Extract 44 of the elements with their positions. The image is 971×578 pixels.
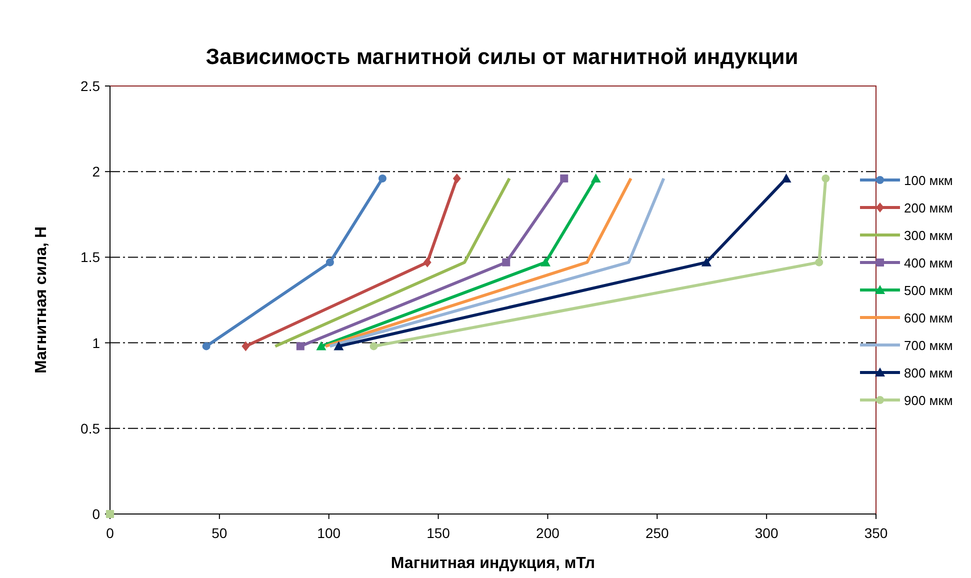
point [202,342,210,350]
x-tick-label: 100 [317,525,341,541]
point [296,342,304,350]
point [326,258,334,266]
y-tick-label: 0 [92,506,100,522]
x-tick-label: 150 [426,525,450,541]
point [242,341,250,352]
x-tick-label: 0 [106,525,114,541]
point [822,174,830,182]
x-axis-title: Магнитная индукция, мТл [390,555,596,572]
point [502,258,510,266]
legend-label: 200 мкм [904,200,953,216]
legend-label: 600 мкм [904,310,953,326]
point [781,173,792,182]
legend-label: 500 мкм [904,283,953,298]
legend-label: 300 мкм [904,228,953,243]
y-tick-label: 2.5 [80,78,100,94]
legend-label: 400 мкм [904,256,953,270]
legend-label: 900 мкм [904,393,953,408]
point [452,173,461,184]
legend-label: 100 мкм [904,173,953,188]
point [423,257,432,268]
x-tick-label: 350 [864,525,888,541]
x-tick-label: 200 [536,525,560,541]
point [701,257,712,266]
legend-label: 800 мкм [904,366,953,380]
y-tick-label: 1.5 [80,249,100,266]
y-axis-title: Магнитная сила, Н [33,226,50,374]
point [370,342,378,350]
point [540,257,551,266]
y-tick-label: 1 [92,334,100,351]
point [316,341,326,350]
x-tick-label: 250 [645,525,670,541]
point [815,258,824,266]
y-tick-label: 0.5 [80,420,100,436]
x-tick-label: 300 [754,525,778,541]
point [334,341,344,350]
legend-label: 700 мкм [904,338,953,353]
point [560,174,568,182]
x-tick-label: 50 [212,525,228,541]
point [590,173,601,182]
y-tick-label: 2 [92,164,100,180]
point [378,174,386,182]
chart-title: Зависимость магнитной силы от магнитной индукции [206,44,798,69]
